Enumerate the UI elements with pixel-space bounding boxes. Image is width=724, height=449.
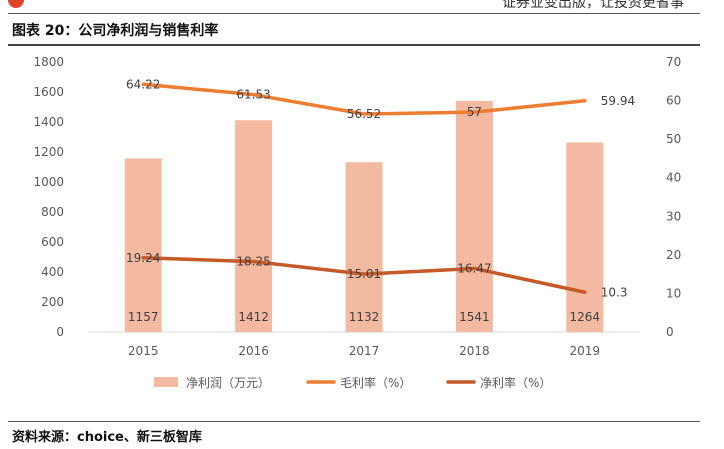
y-left-tick-label: 1200 (33, 145, 64, 159)
net-profit-value-label: 1541 (459, 310, 490, 324)
header-strip: 证券业变出版，让投资更省事 (0, 0, 724, 12)
legend-label: 毛利率（%） (340, 375, 411, 390)
y-right-tick-label: 30 (666, 209, 681, 223)
footer-divider (8, 421, 700, 422)
title-divider (8, 44, 700, 46)
gross-margin-value-label: 64.22 (126, 77, 160, 91)
header-slogan: 证券业变出版，让投资更省事 (502, 0, 684, 11)
net-profit-bar (566, 142, 604, 332)
x-tick-label: 2018 (459, 344, 490, 358)
figure-source: 资料来源：choice、新三板智库 (12, 430, 202, 445)
net-margin-line (141, 256, 587, 295)
net-profit-bar (345, 162, 383, 332)
y-left-tick-label: 1600 (33, 85, 64, 99)
net-margin-value-label: 19.24 (126, 251, 160, 265)
header-divider (8, 13, 700, 14)
figure-title: 图表 20：公司净利润与销售利率 (12, 23, 219, 39)
legend-swatch-net-profit (154, 377, 178, 387)
logo-mark-icon (8, 0, 24, 8)
y-right-tick-label: 70 (666, 55, 681, 69)
y-left-tick-label: 200 (41, 295, 64, 309)
x-tick-label: 2019 (570, 344, 601, 358)
y-right-tick-label: 20 (666, 248, 681, 262)
x-axis-ticks: 2015 2016 2017 2018 2019 (128, 344, 600, 358)
y-left-tick-label: 1000 (33, 175, 64, 189)
chart-legend: 净利润（万元） 毛利率（%） 净利率（%） (154, 375, 551, 390)
gross-margin-value-label: 56.52 (347, 107, 381, 121)
net-profit-value-label: 1264 (570, 310, 601, 324)
y-right-tick-label: 10 (666, 286, 681, 300)
y-right-tick-label: 60 (666, 94, 681, 108)
left-axis: 0 200 400 600 800 1000 1200 1400 1600 1800 (33, 55, 64, 339)
x-tick-label: 2017 (349, 344, 380, 358)
net-profit-bar (235, 120, 273, 332)
margin-lines (141, 82, 587, 295)
y-left-tick-label: 600 (41, 235, 64, 249)
y-right-tick-label: 40 (666, 171, 681, 185)
net-profit-value-label: 1157 (128, 310, 159, 324)
gross-margin-value-label: 59.94 (601, 94, 635, 108)
y-right-tick-label: 50 (666, 132, 681, 146)
net-profit-value-label: 1412 (238, 310, 269, 324)
x-tick-label: 2016 (238, 344, 269, 358)
net-profit-value-label: 1132 (349, 310, 380, 324)
net-profit-bars (124, 100, 604, 332)
legend-label: 净利润（万元） (186, 376, 270, 390)
y-left-tick-label: 0 (56, 325, 64, 339)
net-margin-value-label: 18.25 (236, 255, 270, 269)
y-left-tick-label: 800 (41, 205, 64, 219)
x-tick-label: 2015 (128, 344, 159, 358)
y-left-tick-label: 1800 (33, 55, 64, 69)
y-left-tick-label: 400 (41, 265, 64, 279)
y-right-tick-label: 0 (666, 325, 674, 339)
net-margin-value-label: 16.47 (457, 261, 491, 275)
y-left-tick-label: 1400 (33, 115, 64, 129)
legend-label: 净利率（%） (480, 375, 551, 390)
data-labels: 1157 1412 1132 1541 1264 64.22 61.53 56.52 57 59.… (126, 77, 635, 324)
net-margin-value-label: 10.3 (601, 285, 628, 299)
gross-margin-line (141, 82, 587, 116)
gross-margin-value-label: 61.53 (236, 88, 270, 102)
net-profit-bar (455, 100, 493, 332)
right-axis: 0 10 20 30 40 50 60 70 (666, 55, 681, 339)
net-profit-bar (124, 158, 162, 332)
gross-margin-value-label: 57 (467, 105, 482, 119)
net-margin-value-label: 15.01 (347, 267, 381, 281)
